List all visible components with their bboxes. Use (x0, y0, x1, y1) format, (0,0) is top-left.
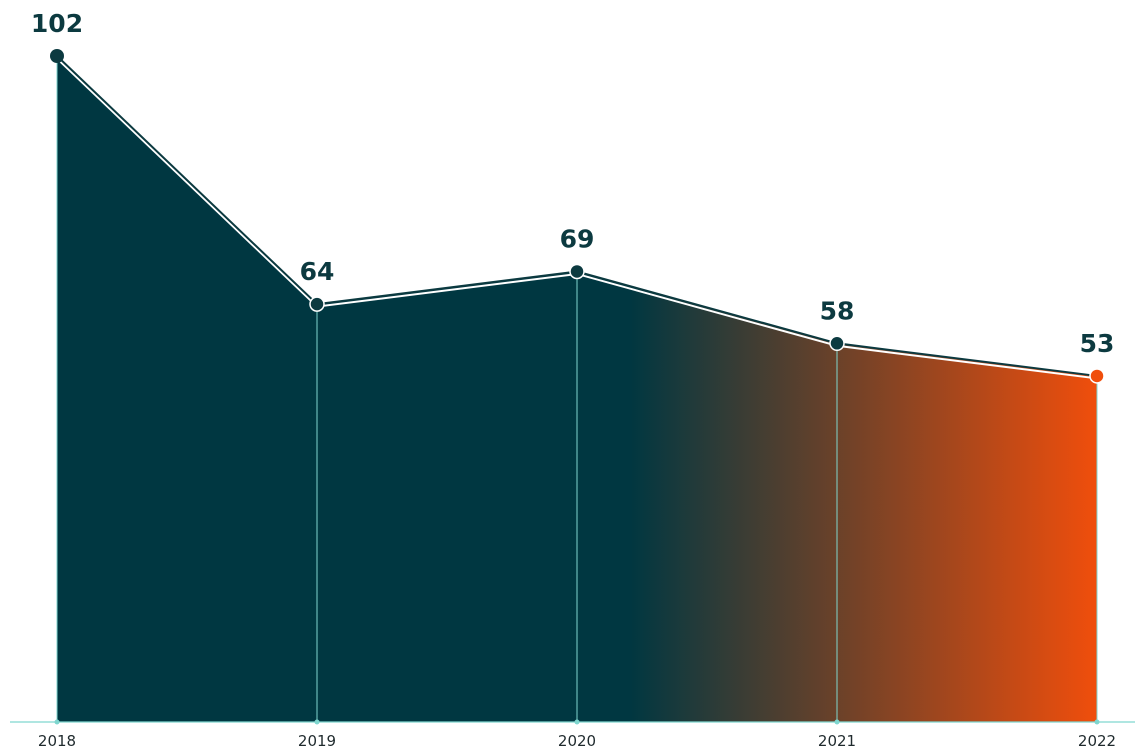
x-tick-marker-2019 (314, 719, 320, 725)
x-tick-label-2020: 2020 (558, 732, 596, 749)
x-tick-label-2022: 2022 (1078, 732, 1116, 749)
data-point-2021 (829, 335, 845, 352)
x-tick-label-2021: 2021 (818, 732, 856, 749)
data-point-2019 (309, 296, 325, 312)
value-label-2021: 58 (820, 296, 855, 325)
x-tick-marker-2018 (54, 719, 60, 725)
x-tick-marker-2022 (1094, 719, 1100, 725)
value-label-2020: 69 (560, 224, 595, 253)
value-label-2019: 64 (300, 257, 335, 286)
data-point-2018 (50, 49, 64, 63)
data-point-2020 (569, 263, 585, 280)
x-tick-marker-2021 (834, 719, 840, 725)
value-label-2022: 53 (1080, 329, 1115, 358)
x-tick-label-2019: 2019 (298, 732, 336, 749)
data-point-2022 (1089, 368, 1105, 384)
value-label-2018: 102 (31, 9, 83, 38)
x-tick-marker-2020 (574, 719, 580, 725)
x-tick-label-2018: 2018 (38, 732, 76, 749)
